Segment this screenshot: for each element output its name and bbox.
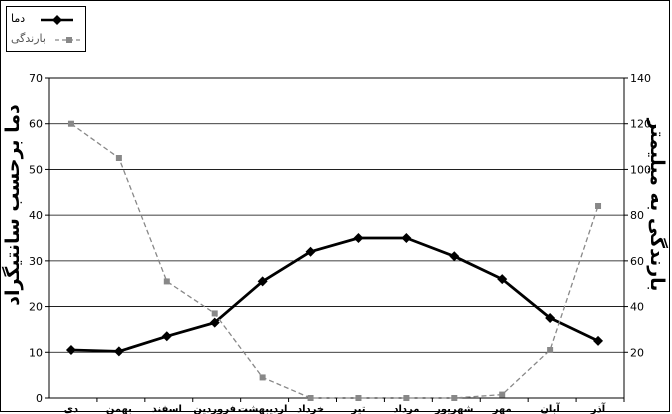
data-point-temperature xyxy=(545,313,556,323)
data-point-rainfall xyxy=(547,347,554,353)
data-point-temperature xyxy=(449,251,460,262)
x-tick-label: تیر xyxy=(350,404,365,414)
data-point-temperature xyxy=(161,331,172,342)
y-left-tick-label: 60 xyxy=(29,118,43,131)
y-right-tick-label: 100 xyxy=(630,163,651,176)
data-point-rainfall xyxy=(163,278,170,285)
data-point-rainfall xyxy=(403,395,410,401)
y-right-tick-label: 40 xyxy=(630,301,644,314)
x-tick-label: شهریور xyxy=(434,404,474,414)
y-right-tick-label: 120 xyxy=(630,118,651,131)
x-tick-label: مهر xyxy=(492,404,512,414)
legend: دما بارندگی xyxy=(6,6,86,52)
x-tick-label: مرداد xyxy=(393,404,419,414)
y-left-tick-label: 0 xyxy=(36,392,43,405)
y-left-tick-label: 70 xyxy=(29,72,43,85)
series-line-rainfall xyxy=(70,123,599,399)
x-tick-label: خرداد xyxy=(297,404,324,414)
data-point-temperature xyxy=(401,233,412,243)
data-point-rainfall xyxy=(259,374,266,381)
y-right-tick-label: 60 xyxy=(630,255,644,268)
x-tick-label: فروردین xyxy=(193,404,236,414)
legend-label-temperature: دما xyxy=(11,12,26,25)
plot-area xyxy=(48,77,625,399)
data-point-temperature xyxy=(209,317,220,328)
x-tick-label: اردیبهشت xyxy=(238,404,288,414)
data-point-rainfall xyxy=(595,203,602,209)
series-line-temperature xyxy=(70,236,599,353)
x-tick-label: دی xyxy=(64,404,78,414)
data-point-rainfall xyxy=(451,395,458,401)
y-right-tick-label: 80 xyxy=(630,209,644,222)
data-point-rainfall xyxy=(307,395,314,401)
y-left-tick-label: 30 xyxy=(29,255,43,268)
x-tick-label: اسفند xyxy=(152,404,182,414)
data-point-temperature xyxy=(497,274,508,285)
y-axis-right-label: بارندگی به میلیمتر xyxy=(646,118,668,292)
y-right-tick-label: 140 xyxy=(630,72,651,85)
data-point-rainfall xyxy=(211,310,218,317)
data-point-temperature xyxy=(65,345,76,355)
y-right-tick-label: 20 xyxy=(630,346,644,359)
data-point-temperature xyxy=(305,246,316,257)
y-left-tick-label: 20 xyxy=(29,301,43,314)
legend-marker-diamond xyxy=(52,15,62,25)
data-point-rainfall xyxy=(499,391,506,398)
x-tick-label: بهمن xyxy=(106,404,132,414)
y-left-tick-label: 50 xyxy=(29,163,43,176)
x-tick-label: آذر xyxy=(590,402,606,414)
data-point-temperature xyxy=(353,233,364,243)
legend-label-rainfall: بارندگی xyxy=(11,32,46,45)
legend-marker-square xyxy=(66,37,72,43)
y-left-tick-label: 10 xyxy=(29,346,43,359)
data-point-rainfall xyxy=(115,155,122,161)
legend-item-temperature: دما xyxy=(7,11,87,29)
y-left-tick-label: 40 xyxy=(29,209,43,222)
data-point-rainfall xyxy=(67,120,74,127)
y-axis-left-label: دما برحسب سانتیگراد xyxy=(2,104,24,306)
data-point-temperature xyxy=(113,346,124,357)
legend-item-rainfall: بارندگی xyxy=(7,31,87,49)
data-point-temperature xyxy=(257,276,268,287)
data-point-rainfall xyxy=(355,395,362,401)
x-tick-label: آبان xyxy=(540,402,560,414)
data-point-temperature xyxy=(593,335,604,346)
